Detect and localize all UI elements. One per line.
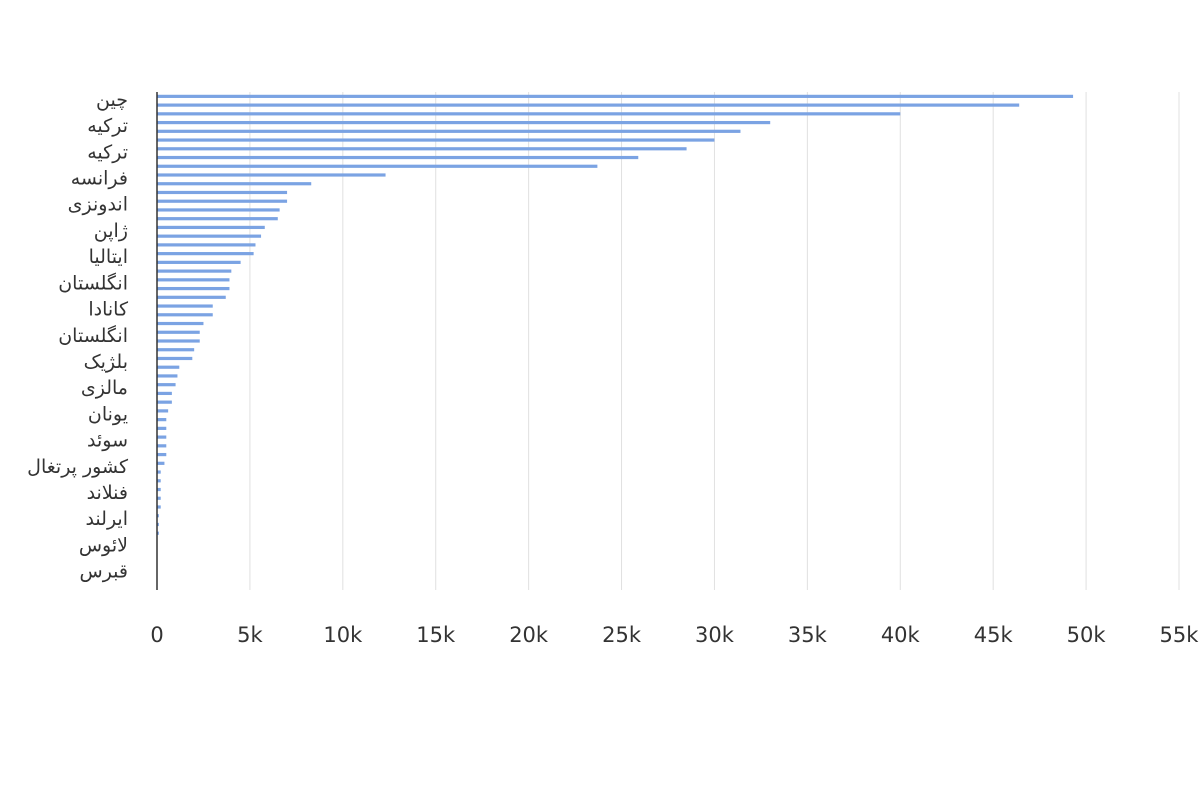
- bar: [157, 339, 200, 343]
- bar: [157, 426, 167, 430]
- bar: [157, 479, 161, 483]
- bar: [157, 505, 161, 509]
- bar: [157, 435, 167, 439]
- bar: [157, 356, 193, 361]
- y-tick-label: کشور پرتغال: [27, 456, 129, 478]
- y-tick-label: انگلستان: [58, 271, 128, 294]
- x-tick-label: 30k: [695, 623, 735, 647]
- y-tick-label: ایتالیا: [89, 246, 128, 268]
- x-tick-label: 25k: [602, 623, 642, 647]
- x-tick-label: 5k: [237, 623, 263, 647]
- bar: [157, 470, 161, 474]
- bar: [157, 461, 165, 465]
- bar: [157, 164, 598, 168]
- y-tick-label: ژاپن: [94, 220, 128, 242]
- bar: [157, 199, 288, 203]
- bar: [157, 252, 254, 256]
- y-tick-label: فنلاند: [87, 482, 128, 504]
- bar: [157, 531, 159, 535]
- bar: [157, 269, 232, 273]
- bar: [157, 120, 771, 125]
- bar: [157, 330, 200, 334]
- bar: [157, 225, 265, 230]
- x-tick-label: 20k: [509, 623, 549, 647]
- bar: [157, 155, 639, 160]
- y-tick-label: ترکیه: [87, 115, 128, 137]
- bar: [157, 234, 262, 238]
- y-tick-label: قبرس: [80, 561, 129, 583]
- bar: [157, 522, 159, 527]
- bar: [157, 243, 256, 247]
- y-tick-label: انگلستان: [58, 324, 128, 347]
- y-tick-label: سوئد: [87, 430, 128, 452]
- x-tick-label: 50k: [1067, 623, 1107, 647]
- y-tick-label: مالزی: [81, 377, 128, 399]
- bar: [157, 313, 213, 317]
- bar: [157, 217, 278, 221]
- y-tick-label: یونان: [88, 403, 128, 425]
- bar: [157, 321, 204, 326]
- bar: [157, 278, 230, 282]
- bar: [157, 138, 715, 142]
- bar: [157, 514, 159, 518]
- bar: [157, 94, 1074, 98]
- bar: [157, 286, 230, 291]
- bar: [157, 182, 312, 186]
- bar: [157, 452, 167, 457]
- bar: [157, 112, 901, 116]
- bar: [157, 391, 172, 396]
- x-tick-label: 35k: [788, 623, 828, 647]
- y-tick-label: کانادا: [88, 299, 129, 321]
- bar: [157, 409, 169, 413]
- x-tick-label: 10k: [323, 623, 363, 647]
- y-tick-label: ایرلند: [85, 508, 128, 530]
- bar: [157, 444, 167, 448]
- bar: [157, 365, 180, 369]
- bar: [157, 190, 288, 195]
- bar: [157, 260, 241, 264]
- y-tick-label: ترکیه: [87, 141, 128, 163]
- bar: [157, 304, 213, 308]
- y-tick-label: بلژیک: [84, 351, 128, 373]
- bar: [157, 208, 280, 212]
- bar: [157, 147, 687, 151]
- y-tick-label: چین: [96, 89, 128, 111]
- bar: [157, 496, 161, 500]
- bar: [157, 418, 167, 422]
- y-tick-label: لائوس: [79, 534, 128, 556]
- x-tick-label: 45k: [974, 623, 1014, 647]
- bar: [157, 348, 195, 352]
- bar: [157, 383, 176, 387]
- bar: [157, 103, 1020, 107]
- x-tick-label: 0: [150, 623, 163, 647]
- y-tick-label: فرانسه: [71, 168, 128, 190]
- bar: [157, 129, 741, 133]
- x-tick-label: 40k: [881, 623, 921, 647]
- x-tick-label: 55k: [1160, 623, 1200, 647]
- x-tick-label: 15k: [416, 623, 456, 647]
- bar: [157, 400, 172, 404]
- y-tick-label: اندونزی: [68, 194, 128, 216]
- bar: [157, 487, 161, 492]
- bar: [157, 173, 386, 177]
- bar: [157, 374, 178, 378]
- bar: [157, 295, 226, 299]
